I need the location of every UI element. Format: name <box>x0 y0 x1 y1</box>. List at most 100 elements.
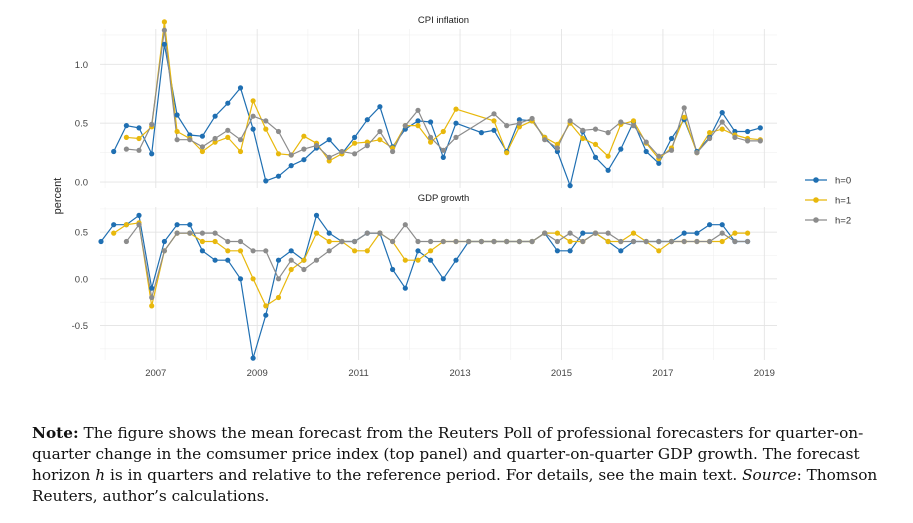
data-point <box>732 134 738 140</box>
y-tick-label: 0.0 <box>75 178 88 189</box>
data-point <box>428 134 434 140</box>
data-point <box>592 126 599 132</box>
data-point <box>745 128 751 135</box>
data-point <box>390 266 396 273</box>
data-point <box>339 148 345 155</box>
data-point <box>275 276 282 282</box>
data-point <box>364 143 370 149</box>
x-tick-label: 2009 <box>247 368 268 379</box>
data-point <box>415 257 421 263</box>
data-point <box>377 230 383 236</box>
data-point <box>237 137 244 143</box>
data-point <box>199 133 205 139</box>
data-point <box>174 128 180 135</box>
data-point <box>656 238 662 245</box>
data-point <box>491 118 497 124</box>
data-point <box>275 294 282 301</box>
data-point <box>212 113 218 119</box>
data-point <box>250 98 256 104</box>
data-point <box>174 230 180 236</box>
legend: h=0 h=1 h=2 <box>805 176 851 227</box>
data-point <box>504 123 510 129</box>
data-point <box>491 127 497 133</box>
data-point <box>275 128 282 135</box>
data-point <box>580 127 586 133</box>
data-point <box>149 151 155 157</box>
data-point <box>313 257 320 263</box>
data-point <box>301 146 307 152</box>
data-point <box>694 238 700 245</box>
legend-label: h=2 <box>835 216 851 227</box>
data-point <box>567 230 573 236</box>
note-lead: Note: <box>32 424 79 442</box>
data-point <box>275 257 282 263</box>
data-point <box>542 137 548 143</box>
y-tick-label: 1.0 <box>75 60 88 71</box>
data-point <box>630 230 637 236</box>
data-point <box>390 238 396 245</box>
data-point <box>668 135 675 142</box>
data-point <box>161 248 167 254</box>
data-point <box>478 238 484 245</box>
data-point <box>605 167 611 173</box>
data-point <box>326 248 332 254</box>
data-point <box>694 230 700 236</box>
data-point <box>199 248 205 254</box>
data-point <box>364 117 370 123</box>
data-point <box>453 134 459 140</box>
figure-note: Note: The figure shows the mean forecast… <box>32 423 892 507</box>
data-point <box>656 160 662 166</box>
legend-marker <box>813 217 819 223</box>
series-line-h=1 <box>113 222 748 307</box>
data-point <box>440 276 446 282</box>
data-point <box>453 106 459 112</box>
data-point <box>288 163 294 169</box>
data-point <box>592 141 599 147</box>
data-point <box>694 150 700 156</box>
data-point <box>250 276 256 282</box>
data-point <box>656 153 662 159</box>
note-text-1: The figure shows the mean forecast from … <box>32 424 864 484</box>
x-tick-label: 2017 <box>652 368 673 379</box>
panel-title: CPI inflation <box>418 15 469 26</box>
data-point <box>415 118 421 124</box>
data-point <box>554 248 561 254</box>
data-point <box>225 248 231 254</box>
data-point <box>111 222 117 228</box>
data-point <box>580 230 586 236</box>
data-point <box>237 85 244 91</box>
data-point <box>732 230 738 236</box>
data-point <box>212 257 218 263</box>
data-point <box>136 222 142 228</box>
data-point <box>136 125 142 131</box>
y-tick-label: -0.5 <box>72 321 88 332</box>
data-point <box>567 238 573 245</box>
data-point <box>161 27 167 33</box>
data-point <box>643 238 649 245</box>
data-point <box>567 183 573 189</box>
data-point <box>478 130 484 136</box>
data-point <box>428 139 434 145</box>
data-point <box>402 222 408 228</box>
data-point <box>453 257 459 263</box>
data-point <box>719 126 725 132</box>
data-point <box>199 148 205 155</box>
note-source-label: Source <box>742 466 797 484</box>
data-point <box>554 145 561 151</box>
x-tick-label: 2013 <box>449 368 470 379</box>
data-point <box>225 100 231 106</box>
data-point <box>326 230 332 236</box>
data-point <box>237 238 244 245</box>
data-point <box>707 222 713 228</box>
data-point <box>681 105 687 111</box>
data-point <box>668 238 675 245</box>
data-point <box>453 120 459 126</box>
data-point <box>199 230 205 236</box>
data-point <box>339 238 345 245</box>
data-point <box>719 119 725 125</box>
data-point <box>301 257 307 263</box>
data-point <box>288 266 294 273</box>
data-point <box>301 133 307 139</box>
data-point <box>656 248 662 254</box>
data-point <box>504 238 510 245</box>
